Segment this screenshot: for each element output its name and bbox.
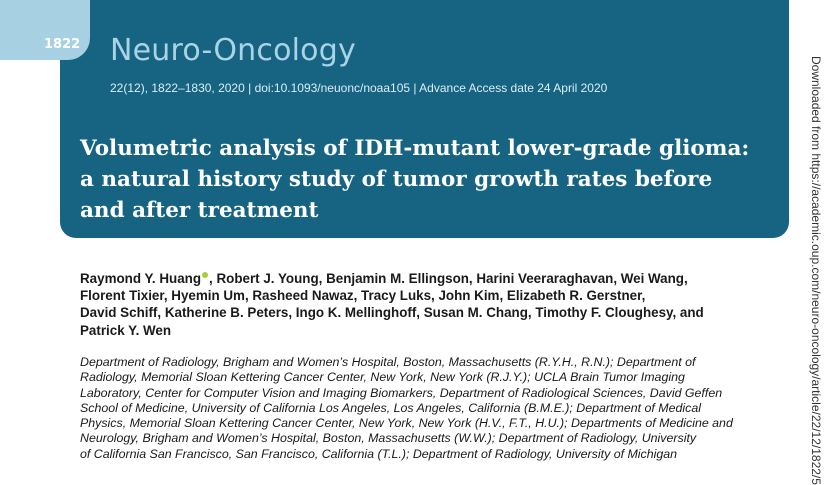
- affiliations: Department of Radiology, Brigham and Wom…: [80, 355, 770, 462]
- page-number: 1822: [44, 37, 81, 52]
- citation-line: 22(12), 1822–1830, 2020 | doi:10.1093/ne…: [110, 81, 608, 95]
- affiliation-line: of California San Francisco, San Francis…: [80, 446, 678, 461]
- affiliation-line: Neurology, Brigham and Women’s Hospital,…: [80, 431, 697, 446]
- journal-header-band: [60, 0, 789, 238]
- author-line-rest: , Robert J. Young, Benjamin M. Ellingson…: [209, 271, 688, 286]
- download-watermark: Downloaded from https://academic.oup.com…: [809, 56, 823, 485]
- page-number-tab: [0, 0, 90, 60]
- affiliation-line: Physics, Memorial Sloan Kettering Cancer…: [80, 416, 733, 431]
- affiliation-line: School of Medicine, University of Califo…: [80, 400, 701, 415]
- orcid-icon[interactable]: [202, 272, 209, 278]
- author-line: Raymond Y. Huang , Robert J. Young, Benja…: [80, 270, 760, 287]
- affiliation-line: Radiology, Memorial Sloan Kettering Canc…: [80, 370, 685, 385]
- title-line: Volumetric analysis of IDH-mutant lower-…: [80, 136, 750, 161]
- article-title: Volumetric analysis of IDH-mutant lower-…: [80, 133, 770, 226]
- author-line: Florent Tixier, Hyemin Um, Rasheed Nawaz…: [80, 288, 646, 304]
- affiliation-line: Department of Radiology, Brigham and Wom…: [80, 355, 696, 369]
- author-list: Raymond Y. Huang , Robert J. Young, Benja…: [80, 270, 760, 339]
- author-line: David Schiff, Katherine B. Peters, Ingo …: [80, 305, 704, 321]
- journal-name: Neuro-Oncology: [110, 33, 356, 68]
- title-line: and after treatment: [80, 198, 319, 223]
- title-line: a natural history study of tumor growth …: [80, 167, 713, 192]
- author-line: Patrick Y. Wen: [80, 322, 172, 338]
- first-author-link[interactable]: Raymond Y. Huang: [80, 271, 202, 286]
- affiliation-line: Laboratory, Center for Computer Vision a…: [80, 385, 723, 400]
